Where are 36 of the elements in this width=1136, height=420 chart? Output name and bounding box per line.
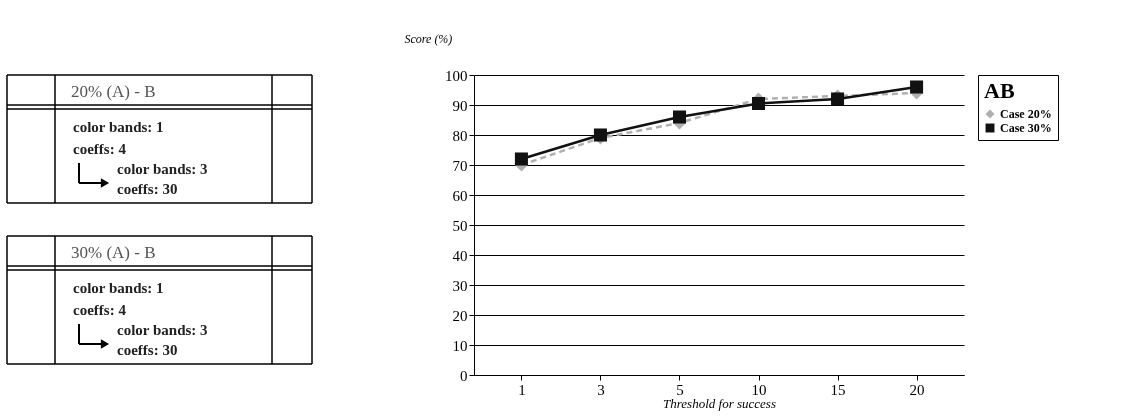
legend-label: Case 30% <box>1000 121 1052 135</box>
y-tick-label: 70 <box>452 157 468 174</box>
text: coeffs: 30 <box>117 181 178 197</box>
y-tick-label: 40 <box>452 247 468 264</box>
point <box>752 96 766 111</box>
x-tick-label: 15 <box>830 381 846 398</box>
text: color bands: 3 <box>117 161 208 177</box>
y-tick-label: 0 <box>460 367 468 384</box>
x-tick-label: 10 <box>751 381 767 398</box>
text: color bands: 3 <box>117 322 208 338</box>
y-tick-label: 50 <box>452 217 468 234</box>
y-tick-label: 10 <box>452 337 468 354</box>
x-tick-label: 1 <box>518 381 526 398</box>
point <box>910 80 924 94</box>
y-tick-label: 90 <box>452 97 468 114</box>
text: color bands: 1 <box>73 280 164 296</box>
text: coeffs: 4 <box>73 141 127 157</box>
y-tick-label: 80 <box>452 127 468 144</box>
y-tick-label: 100 <box>445 67 468 84</box>
legend-label: Case 20% <box>1000 107 1052 121</box>
point <box>672 110 686 124</box>
x-axis-title: Threshold for success <box>663 395 776 411</box>
legend-title: AB <box>984 78 1015 103</box>
text: coeffs: 4 <box>73 302 127 318</box>
x-tick-label: 20 <box>909 381 925 398</box>
text: coeffs: 30 <box>117 342 178 358</box>
text: color bands: 1 <box>73 119 164 135</box>
point <box>514 152 528 166</box>
x-tick-label: 3 <box>597 381 605 398</box>
y-axis-title: Score (%) <box>404 31 453 46</box>
x-tick-label: 5 <box>676 381 684 398</box>
y-tick-label: 30 <box>452 277 468 294</box>
text: 30% (A) - B <box>71 243 156 262</box>
text: 20% (A) - B <box>71 82 156 101</box>
y-tick-label: 20 <box>452 307 468 324</box>
y-tick-label: 60 <box>452 187 468 204</box>
